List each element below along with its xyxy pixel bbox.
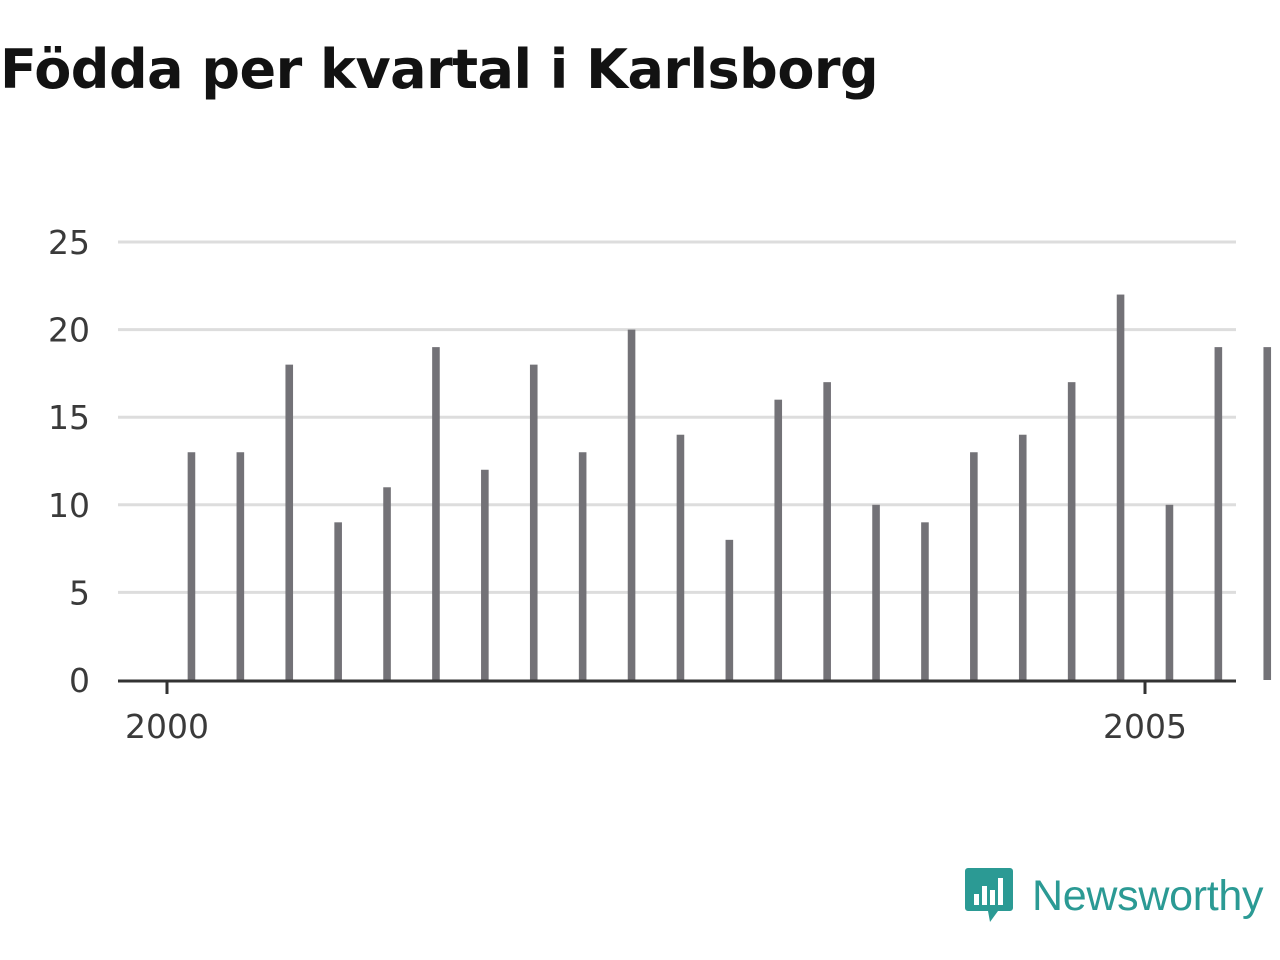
bar bbox=[1165, 504, 1174, 680]
bar bbox=[1067, 382, 1076, 680]
x-tick-label: 2005 bbox=[1103, 707, 1187, 746]
y-tick-label: 25 bbox=[48, 223, 90, 262]
x-axis-ticks: 200020052010201520202025 bbox=[125, 681, 1187, 746]
bars bbox=[187, 294, 1272, 680]
bar bbox=[187, 452, 196, 680]
bar bbox=[334, 522, 342, 680]
newsworthy-brand: Newsworthy bbox=[964, 866, 1263, 926]
bar bbox=[383, 487, 391, 680]
bar bbox=[285, 364, 294, 680]
bar bbox=[725, 539, 734, 680]
bar bbox=[627, 329, 636, 680]
y-tick-label: 10 bbox=[48, 486, 90, 525]
bar bbox=[1116, 294, 1125, 680]
y-axis-ticks: 0 5 10 15 20 25 bbox=[48, 223, 90, 700]
bar bbox=[970, 452, 978, 680]
bar bbox=[823, 382, 831, 680]
bar bbox=[578, 452, 587, 680]
x-tick-label: 2000 bbox=[125, 707, 209, 746]
bar bbox=[236, 452, 245, 680]
bar bbox=[1263, 347, 1272, 680]
y-tick-label: 5 bbox=[69, 573, 90, 612]
newsworthy-logo-icon bbox=[965, 868, 1013, 922]
bar bbox=[872, 504, 880, 680]
chart-title: Födda per kvartal i Karlsborg bbox=[0, 38, 879, 101]
bar bbox=[529, 364, 538, 680]
bar bbox=[481, 469, 489, 680]
bar bbox=[1214, 347, 1223, 680]
bar bbox=[432, 347, 440, 680]
brand-name: Newsworthy bbox=[1032, 871, 1264, 920]
bar bbox=[676, 434, 685, 680]
y-tick-label: 20 bbox=[48, 311, 90, 350]
bar bbox=[1018, 434, 1027, 680]
bar bbox=[921, 522, 929, 680]
y-tick-label: 0 bbox=[69, 661, 90, 700]
bar bbox=[774, 399, 783, 680]
y-tick-label: 15 bbox=[48, 398, 90, 437]
